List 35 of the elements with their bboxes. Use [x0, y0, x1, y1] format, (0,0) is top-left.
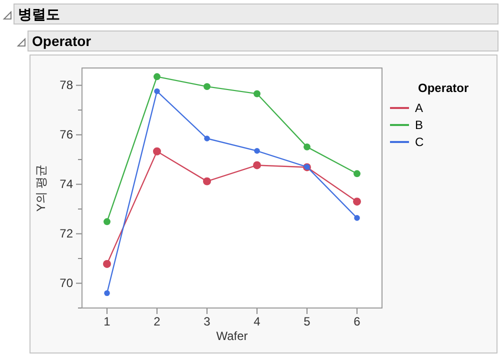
point: [253, 161, 261, 170]
point: [354, 170, 360, 178]
legend-label: B: [415, 118, 424, 132]
point: [254, 148, 260, 154]
point: [304, 143, 310, 150]
x-tick-label: 5: [304, 314, 311, 329]
legend-label: A: [415, 101, 424, 115]
point: [353, 198, 361, 206]
point: [104, 218, 110, 226]
y-tick-label: 70: [60, 276, 74, 290]
x-tick-label: 4: [254, 314, 261, 329]
point: [153, 147, 161, 156]
chart-title: 병렬도: [18, 6, 60, 22]
y-axis-title: Y의 평균: [34, 164, 48, 212]
x-tick-label: 2: [154, 314, 161, 329]
x-tick-label: 3: [204, 314, 211, 329]
point: [154, 73, 160, 80]
point: [103, 260, 111, 268]
point: [254, 90, 260, 98]
point: [204, 83, 210, 90]
chart-subtitle: Operator: [32, 33, 92, 49]
point: [354, 215, 360, 221]
x-tick-label: 6: [354, 314, 361, 329]
legend-label: C: [415, 135, 424, 149]
x-axis-title: Wafer: [216, 329, 248, 343]
y-tick-label: 78: [60, 78, 74, 92]
y-tick-label: 74: [60, 177, 74, 192]
y-tick-label: 72: [60, 226, 74, 241]
point: [203, 177, 211, 186]
point: [154, 88, 160, 94]
legend-title: Operator: [418, 81, 470, 95]
point: [204, 136, 210, 142]
x-tick-label: 1: [104, 314, 111, 329]
point: [104, 290, 110, 296]
y-tick-label: 76: [60, 128, 74, 142]
